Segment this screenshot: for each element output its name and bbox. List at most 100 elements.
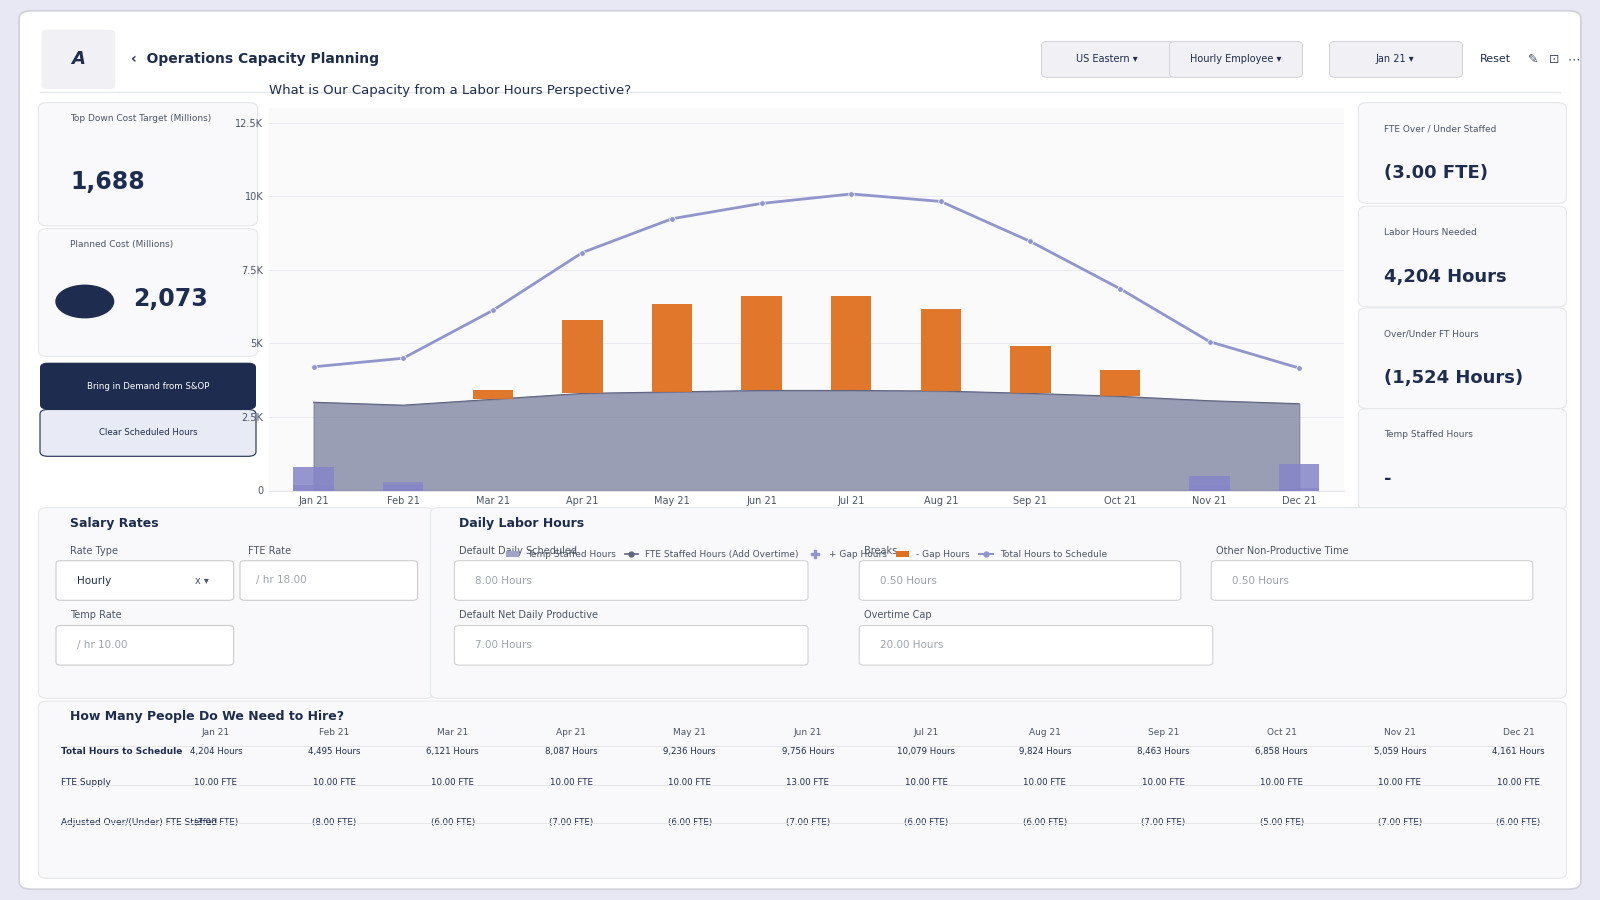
Text: (7.00 FTE): (7.00 FTE): [549, 818, 594, 827]
FancyBboxPatch shape: [454, 561, 808, 600]
Text: Jun 21: Jun 21: [794, 728, 822, 737]
FancyBboxPatch shape: [859, 626, 1213, 665]
Text: Temp Rate: Temp Rate: [70, 610, 122, 620]
Text: (6.00 FTE): (6.00 FTE): [1496, 818, 1541, 827]
Text: 7.00 Hours: 7.00 Hours: [475, 640, 533, 651]
Text: Rate Type: Rate Type: [70, 545, 118, 555]
Text: May 21: May 21: [674, 728, 706, 737]
Text: ⊡: ⊡: [1549, 53, 1560, 66]
Text: Over/Under FT Hours: Over/Under FT Hours: [1384, 329, 1478, 338]
Bar: [1278, 488, 1320, 490]
Text: Adjusted Over/(Under) FTE Staffed: Adjusted Over/(Under) FTE Staffed: [61, 818, 218, 827]
Text: Top Down Cost Target (Millions): Top Down Cost Target (Millions): [70, 113, 211, 122]
Circle shape: [56, 285, 114, 318]
Text: 4,204 Hours: 4,204 Hours: [1384, 267, 1507, 285]
Bar: [1010, 346, 1051, 393]
Text: (3.00 FTE): (3.00 FTE): [194, 818, 238, 827]
FancyBboxPatch shape: [38, 508, 434, 698]
Text: Jan 21 ▾: Jan 21 ▾: [1376, 54, 1414, 65]
FancyBboxPatch shape: [42, 30, 115, 89]
Text: Labor Hours Needed: Labor Hours Needed: [1384, 228, 1477, 237]
Text: 10.00 FTE: 10.00 FTE: [1498, 778, 1539, 787]
Bar: [382, 482, 424, 490]
Text: (1,524 Hours): (1,524 Hours): [1384, 369, 1523, 387]
Legend: Temp Staffed Hours, FTE Staffed Hours (Add Overtime), + Gap Hours, - Gap Hours, : Temp Staffed Hours, FTE Staffed Hours (A…: [502, 546, 1110, 562]
Text: 9,824 Hours: 9,824 Hours: [1019, 747, 1070, 756]
Text: Reset: Reset: [1480, 54, 1510, 65]
Text: Planned Cost (Millions): Planned Cost (Millions): [70, 240, 174, 249]
Text: Aug 21: Aug 21: [1029, 728, 1061, 737]
Text: 4,495 Hours: 4,495 Hours: [309, 747, 360, 756]
FancyBboxPatch shape: [56, 561, 234, 600]
FancyBboxPatch shape: [430, 508, 1566, 698]
Text: Daily Labor Hours: Daily Labor Hours: [459, 517, 584, 529]
Text: 10.00 FTE: 10.00 FTE: [669, 778, 710, 787]
Text: 10.00 FTE: 10.00 FTE: [550, 778, 592, 787]
Text: Temp Staffed Hours: Temp Staffed Hours: [1384, 430, 1474, 439]
Text: (6.00 FTE): (6.00 FTE): [1022, 818, 1067, 827]
Text: 10.00 FTE: 10.00 FTE: [195, 778, 237, 787]
Bar: [1278, 464, 1320, 491]
Text: (6.00 FTE): (6.00 FTE): [667, 818, 712, 827]
Text: (7.00 FTE): (7.00 FTE): [1378, 818, 1422, 827]
Bar: [920, 309, 962, 391]
Text: Hourly: Hourly: [77, 575, 110, 586]
Text: 9,756 Hours: 9,756 Hours: [782, 747, 834, 756]
Text: -: -: [1384, 470, 1392, 488]
Text: (3.00 FTE): (3.00 FTE): [1384, 164, 1488, 182]
Text: Dec 21: Dec 21: [1502, 728, 1534, 737]
Text: Overtime Cap: Overtime Cap: [864, 610, 931, 620]
Bar: [1189, 484, 1230, 491]
Text: (7.00 FTE): (7.00 FTE): [1141, 818, 1186, 827]
Text: 10.00 FTE: 10.00 FTE: [1024, 778, 1066, 787]
Text: 1,688: 1,688: [70, 170, 146, 194]
Bar: [651, 303, 693, 392]
FancyBboxPatch shape: [40, 363, 256, 410]
Text: Default Daily Scheduled: Default Daily Scheduled: [459, 545, 578, 555]
FancyBboxPatch shape: [38, 103, 258, 226]
Text: What is Our Capacity from a Labor Hours Perspective?: What is Our Capacity from a Labor Hours …: [269, 84, 630, 97]
FancyBboxPatch shape: [1358, 206, 1566, 307]
Text: Clear Scheduled Hours: Clear Scheduled Hours: [99, 428, 197, 437]
Text: Breaks: Breaks: [864, 545, 898, 555]
Text: x ▾: x ▾: [195, 575, 210, 586]
Text: (6.00 FTE): (6.00 FTE): [904, 818, 949, 827]
Text: (8.00 FTE): (8.00 FTE): [312, 818, 357, 827]
FancyBboxPatch shape: [40, 410, 256, 456]
Bar: [1189, 476, 1230, 491]
Text: ⋯: ⋯: [1568, 53, 1581, 66]
FancyBboxPatch shape: [1170, 41, 1302, 77]
Text: ‹  Operations Capacity Planning: ‹ Operations Capacity Planning: [131, 52, 379, 67]
Text: 10.00 FTE: 10.00 FTE: [1379, 778, 1421, 787]
Text: Oct 21: Oct 21: [1267, 728, 1296, 737]
Text: (6.00 FTE): (6.00 FTE): [430, 818, 475, 827]
Text: 10,079 Hours: 10,079 Hours: [898, 747, 955, 756]
Text: 0.50 Hours: 0.50 Hours: [1232, 575, 1290, 586]
FancyBboxPatch shape: [38, 701, 1566, 878]
FancyBboxPatch shape: [454, 626, 808, 665]
Text: 10.00 FTE: 10.00 FTE: [1142, 778, 1184, 787]
Text: 0.50 Hours: 0.50 Hours: [880, 575, 938, 586]
Bar: [472, 391, 514, 400]
Text: 13.00 FTE: 13.00 FTE: [787, 778, 829, 787]
Text: Total Hours to Schedule: Total Hours to Schedule: [61, 747, 182, 756]
Bar: [1099, 370, 1141, 396]
Bar: [293, 484, 334, 491]
FancyBboxPatch shape: [1042, 41, 1174, 77]
Text: 6,121 Hours: 6,121 Hours: [427, 747, 478, 756]
FancyBboxPatch shape: [19, 11, 1581, 889]
Text: 4,204 Hours: 4,204 Hours: [190, 747, 242, 756]
Text: 20.00 Hours: 20.00 Hours: [880, 640, 944, 651]
Text: 10.00 FTE: 10.00 FTE: [314, 778, 355, 787]
Text: / hr 18.00: / hr 18.00: [256, 575, 307, 586]
Bar: [830, 296, 872, 391]
Text: ✎: ✎: [1528, 53, 1539, 66]
Bar: [382, 484, 424, 491]
FancyBboxPatch shape: [1358, 409, 1566, 509]
Text: Jan 21: Jan 21: [202, 728, 230, 737]
Bar: [741, 296, 782, 391]
Text: 2,073: 2,073: [133, 287, 208, 311]
Text: 8.00 Hours: 8.00 Hours: [475, 575, 533, 586]
FancyBboxPatch shape: [859, 561, 1181, 600]
Bar: [293, 467, 334, 491]
